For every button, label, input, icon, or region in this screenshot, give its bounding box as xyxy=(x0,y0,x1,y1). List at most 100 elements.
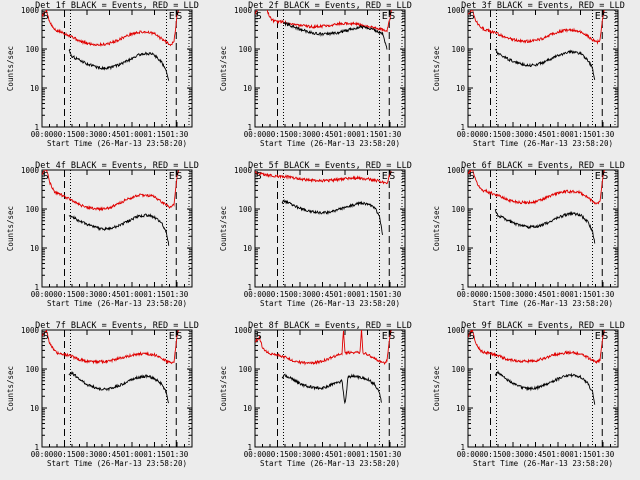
saa-start-marker: S xyxy=(176,11,182,22)
detector-panel-1: Det 1f BLACK = Events, RED = LLD 1 10 100 10… xyxy=(6,1,199,148)
y-axis-label: Counts/sec xyxy=(6,366,15,411)
lld-series-line xyxy=(42,330,179,365)
x-tick-label: 01:00 xyxy=(547,450,570,459)
series-group xyxy=(42,330,179,404)
lld-series-line xyxy=(42,10,179,48)
x-tick-label: 00:45 xyxy=(98,290,121,299)
y-tick-label: 1000 xyxy=(447,166,466,175)
x-tick-label: 01:30 xyxy=(166,290,189,299)
events-series-line xyxy=(68,213,170,246)
y-tick-label: 1000 xyxy=(21,326,40,335)
detector-panel-4: Det 4f BLACK = Events, RED = LLD 1 10 100 10… xyxy=(6,161,199,308)
lld-series-line xyxy=(255,171,392,185)
events-series-line xyxy=(68,48,170,81)
saa-end-marker: E xyxy=(382,331,388,342)
x-tick-label: 00:15 xyxy=(266,130,289,139)
x-tick-label: 00:45 xyxy=(524,450,547,459)
x-tick-label: 00:00 xyxy=(244,450,267,459)
y-tick-label: 100 xyxy=(238,45,252,54)
x-tick-label: 01:15 xyxy=(143,290,166,299)
lld-series-line xyxy=(468,330,605,365)
series-group xyxy=(255,10,392,50)
saa-start-marker: S xyxy=(43,331,49,342)
detector-panel-9: Det 9f BLACK = Events, RED = LLD 1 10 100 10… xyxy=(432,321,625,468)
x-tick-label: 01:30 xyxy=(379,290,402,299)
x-tick-label: 01:15 xyxy=(356,450,379,459)
y-tick-label: 10 xyxy=(30,244,40,253)
events-series-line xyxy=(494,370,596,405)
x-tick-label: 00:45 xyxy=(311,290,334,299)
events-series-line xyxy=(68,371,170,404)
saa-end-marker: E xyxy=(595,171,601,182)
saa-end-marker: E xyxy=(169,11,175,22)
x-tick-label: 01:00 xyxy=(334,130,357,139)
y-tick-label: 100 xyxy=(25,205,39,214)
x-tick-label: 01:15 xyxy=(356,130,379,139)
saa-start-marker: S xyxy=(602,11,608,22)
x-tick-label: 00:30 xyxy=(502,130,525,139)
x-tick-label: 00:45 xyxy=(524,290,547,299)
y-tick-label: 10 xyxy=(243,244,253,253)
x-tick-label: 00:45 xyxy=(98,450,121,459)
detector-panel-2: Det 2f BLACK = Events, RED = LLD 1 10 100 10… xyxy=(219,1,412,148)
x-tick-label: 00:30 xyxy=(289,450,312,459)
x-tick-label: 00:00 xyxy=(244,130,267,139)
x-tick-label: 01:00 xyxy=(121,290,144,299)
panel-title: Det 6f BLACK = Events, RED = LLD xyxy=(461,161,625,171)
panel-title: Det 7f BLACK = Events, RED = LLD xyxy=(35,321,199,331)
x-axis-label: Start Time (26-Mar-13 23:58:20) xyxy=(260,459,400,468)
x-tick-label: 01:15 xyxy=(569,450,592,459)
saa-start-marker: S xyxy=(389,331,395,342)
x-tick-label: 01:30 xyxy=(166,130,189,139)
events-series-line xyxy=(494,209,596,244)
y-tick-label: 1000 xyxy=(447,326,466,335)
y-axis-label: Counts/sec xyxy=(219,366,228,411)
series-group xyxy=(468,170,605,244)
events-series-line xyxy=(494,48,596,80)
x-tick-label: 01:15 xyxy=(143,130,166,139)
panel-title: Det 4f BLACK = Events, RED = LLD xyxy=(35,161,199,171)
y-tick-label: 100 xyxy=(238,205,252,214)
y-tick-label: 100 xyxy=(25,45,39,54)
saa-end-marker: E xyxy=(169,171,175,182)
y-tick-label: 10 xyxy=(456,244,466,253)
y-tick-label: 1 xyxy=(34,443,39,452)
series-group xyxy=(468,330,605,405)
x-tick-label: 00:00 xyxy=(244,290,267,299)
x-tick-label: 00:15 xyxy=(479,450,502,459)
y-tick-label: 10 xyxy=(456,404,466,413)
y-tick-label: 10 xyxy=(243,404,253,413)
y-tick-label: 1000 xyxy=(234,6,253,15)
saa-start-marker: S xyxy=(176,331,182,342)
panel-title: Det 3f BLACK = Events, RED = LLD xyxy=(461,1,625,11)
panel-title: Det 8f BLACK = Events, RED = LLD xyxy=(248,321,412,331)
x-tick-label: 00:45 xyxy=(311,450,334,459)
x-tick-label: 00:15 xyxy=(53,290,76,299)
y-tick-label: 100 xyxy=(451,205,465,214)
detector-panel-8: Det 8f BLACK = Events, RED = LLD 1 10 100 10… xyxy=(219,321,412,468)
x-axis-label: Start Time (26-Mar-13 23:58:20) xyxy=(473,299,613,308)
x-tick-label: 01:30 xyxy=(592,450,615,459)
x-tick-label: 01:30 xyxy=(166,450,189,459)
x-tick-label: 00:30 xyxy=(502,450,525,459)
x-tick-label: 01:30 xyxy=(379,130,402,139)
x-tick-label: 00:30 xyxy=(289,130,312,139)
series-group xyxy=(42,10,179,81)
panel-title: Det 9f BLACK = Events, RED = LLD xyxy=(461,321,625,331)
saa-start-marker: S xyxy=(469,171,475,182)
events-series-line xyxy=(283,21,388,50)
x-tick-label: 01:30 xyxy=(379,450,402,459)
y-tick-label: 10 xyxy=(30,84,40,93)
y-tick-label: 10 xyxy=(243,84,253,93)
saa-start-marker: S xyxy=(469,11,475,22)
y-tick-label: 1000 xyxy=(21,6,40,15)
y-tick-label: 1 xyxy=(34,283,39,292)
x-tick-label: 00:30 xyxy=(502,290,525,299)
saa-start-marker: S xyxy=(469,331,475,342)
panel-title: Det 5f BLACK = Events, RED = LLD xyxy=(248,161,412,171)
x-tick-label: 00:15 xyxy=(53,130,76,139)
y-tick-label: 1 xyxy=(247,123,252,132)
lld-series-line xyxy=(468,170,605,205)
saa-end-marker: E xyxy=(382,171,388,182)
